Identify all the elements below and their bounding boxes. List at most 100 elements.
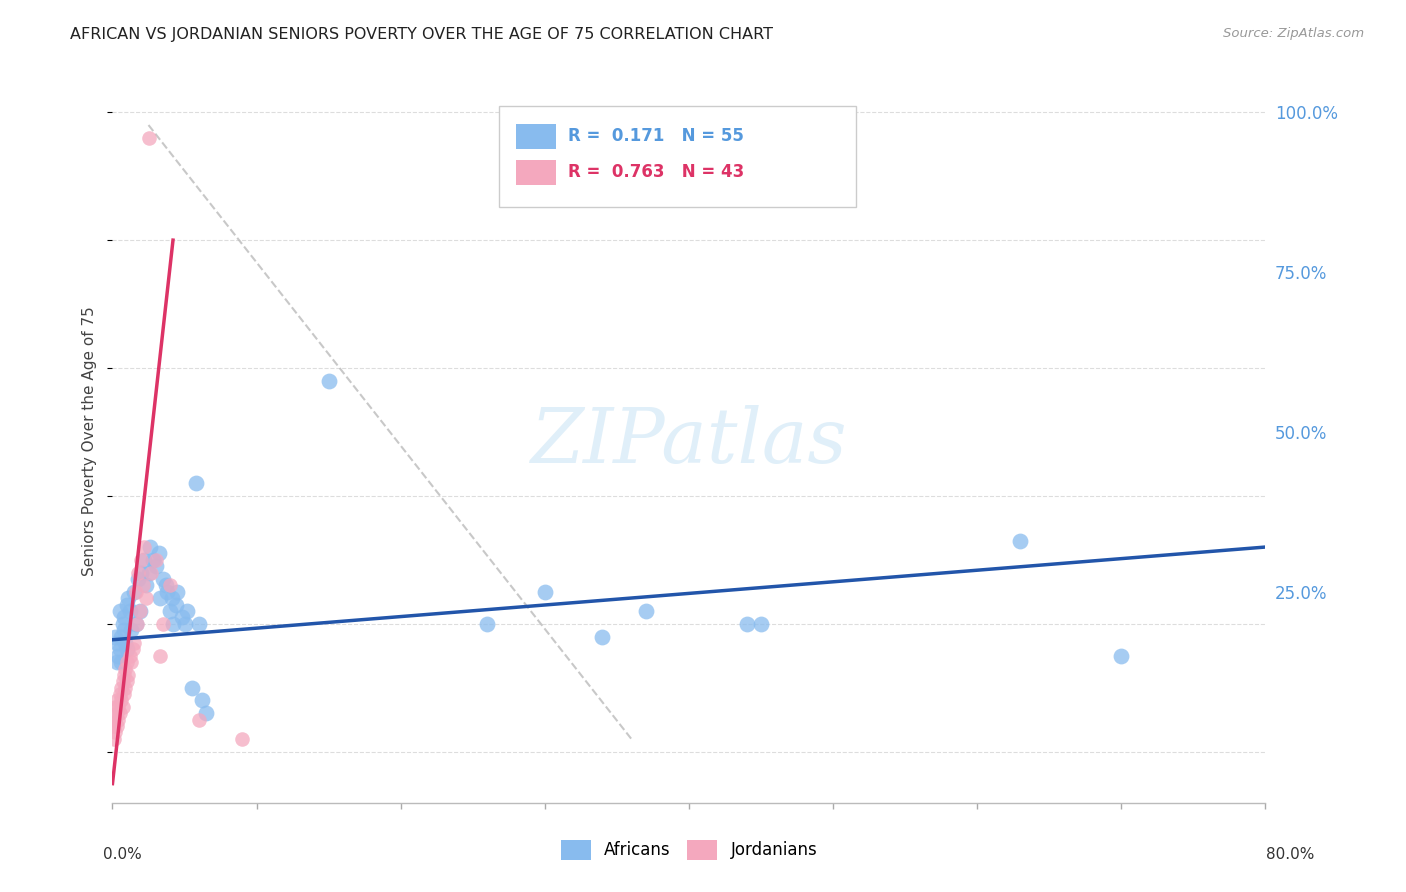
Y-axis label: Seniors Poverty Over the Age of 75: Seniors Poverty Over the Age of 75 (82, 307, 97, 576)
Point (141, 566, 163, 580)
Point (105, 693, 128, 707)
Point (120, 655, 142, 669)
Point (152, 616, 174, 631)
Point (129, 566, 153, 580)
Point (129, 553, 153, 567)
Point (135, 578, 157, 592)
Point (122, 636, 145, 650)
Point (149, 591, 172, 606)
Point (103, 731, 125, 746)
Point (104, 713, 127, 727)
Point (162, 616, 184, 631)
Point (111, 699, 134, 714)
Point (105, 719, 128, 733)
Point (180, 681, 202, 695)
Point (173, 616, 195, 631)
Point (108, 604, 131, 618)
Point (231, 731, 253, 746)
Point (114, 636, 136, 650)
Point (118, 648, 141, 663)
Point (127, 572, 149, 586)
Point (165, 598, 187, 612)
Point (117, 591, 139, 606)
Text: 80.0%: 80.0% (1267, 847, 1315, 862)
Point (104, 699, 127, 714)
Point (735, 616, 758, 631)
Point (103, 719, 125, 733)
Point (122, 584, 145, 599)
Point (111, 674, 134, 689)
Point (188, 713, 211, 727)
Point (188, 616, 211, 631)
Point (115, 642, 138, 657)
Point (108, 687, 131, 701)
Point (135, 591, 157, 606)
Point (149, 648, 172, 663)
Point (125, 616, 148, 631)
Point (139, 540, 162, 554)
Point (114, 681, 136, 695)
Point (1010, 533, 1032, 548)
Point (166, 584, 188, 599)
Point (104, 630, 127, 644)
Point (111, 616, 134, 631)
Point (124, 616, 146, 631)
Point (159, 578, 181, 592)
Point (534, 584, 557, 599)
Point (145, 553, 167, 567)
Point (159, 604, 181, 618)
Point (115, 598, 138, 612)
Point (145, 559, 167, 574)
Point (155, 578, 177, 592)
Point (749, 616, 772, 631)
Point (124, 584, 146, 599)
Point (110, 655, 132, 669)
Point (110, 630, 132, 644)
FancyBboxPatch shape (516, 124, 557, 149)
Point (184, 476, 207, 491)
Text: ZIPatlas: ZIPatlas (530, 405, 848, 478)
Point (148, 546, 170, 560)
Point (592, 630, 614, 644)
Point (318, 374, 340, 388)
Point (1111, 648, 1133, 663)
Point (108, 706, 131, 721)
Point (134, 553, 156, 567)
Point (176, 604, 198, 618)
Point (128, 604, 150, 618)
Point (107, 648, 129, 663)
Point (112, 623, 135, 637)
FancyBboxPatch shape (499, 105, 856, 207)
Point (170, 610, 193, 624)
Point (107, 699, 129, 714)
Point (112, 610, 135, 624)
Point (105, 655, 128, 669)
Point (117, 668, 139, 682)
Point (138, 131, 160, 145)
Text: AFRICAN VS JORDANIAN SENIORS POVERTY OVER THE AGE OF 75 CORRELATION CHART: AFRICAN VS JORDANIAN SENIORS POVERTY OVE… (70, 27, 773, 42)
Point (107, 713, 129, 727)
Point (110, 681, 132, 695)
Point (105, 706, 128, 721)
Point (634, 604, 657, 618)
Point (115, 655, 138, 669)
Point (134, 540, 156, 554)
Point (121, 642, 143, 657)
Point (115, 674, 138, 689)
Point (120, 623, 142, 637)
Point (105, 636, 128, 650)
Text: R =  0.763   N = 43: R = 0.763 N = 43 (568, 163, 744, 181)
Point (112, 687, 135, 701)
Point (104, 725, 127, 739)
Point (114, 661, 136, 675)
Point (156, 584, 179, 599)
Point (152, 572, 174, 586)
Point (128, 604, 150, 618)
Text: R =  0.171   N = 55: R = 0.171 N = 55 (568, 127, 744, 145)
Point (142, 553, 165, 567)
Point (138, 566, 160, 580)
Point (110, 693, 132, 707)
Legend: Africans, Jordanians: Africans, Jordanians (554, 833, 824, 867)
Point (118, 604, 141, 618)
Point (191, 693, 214, 707)
